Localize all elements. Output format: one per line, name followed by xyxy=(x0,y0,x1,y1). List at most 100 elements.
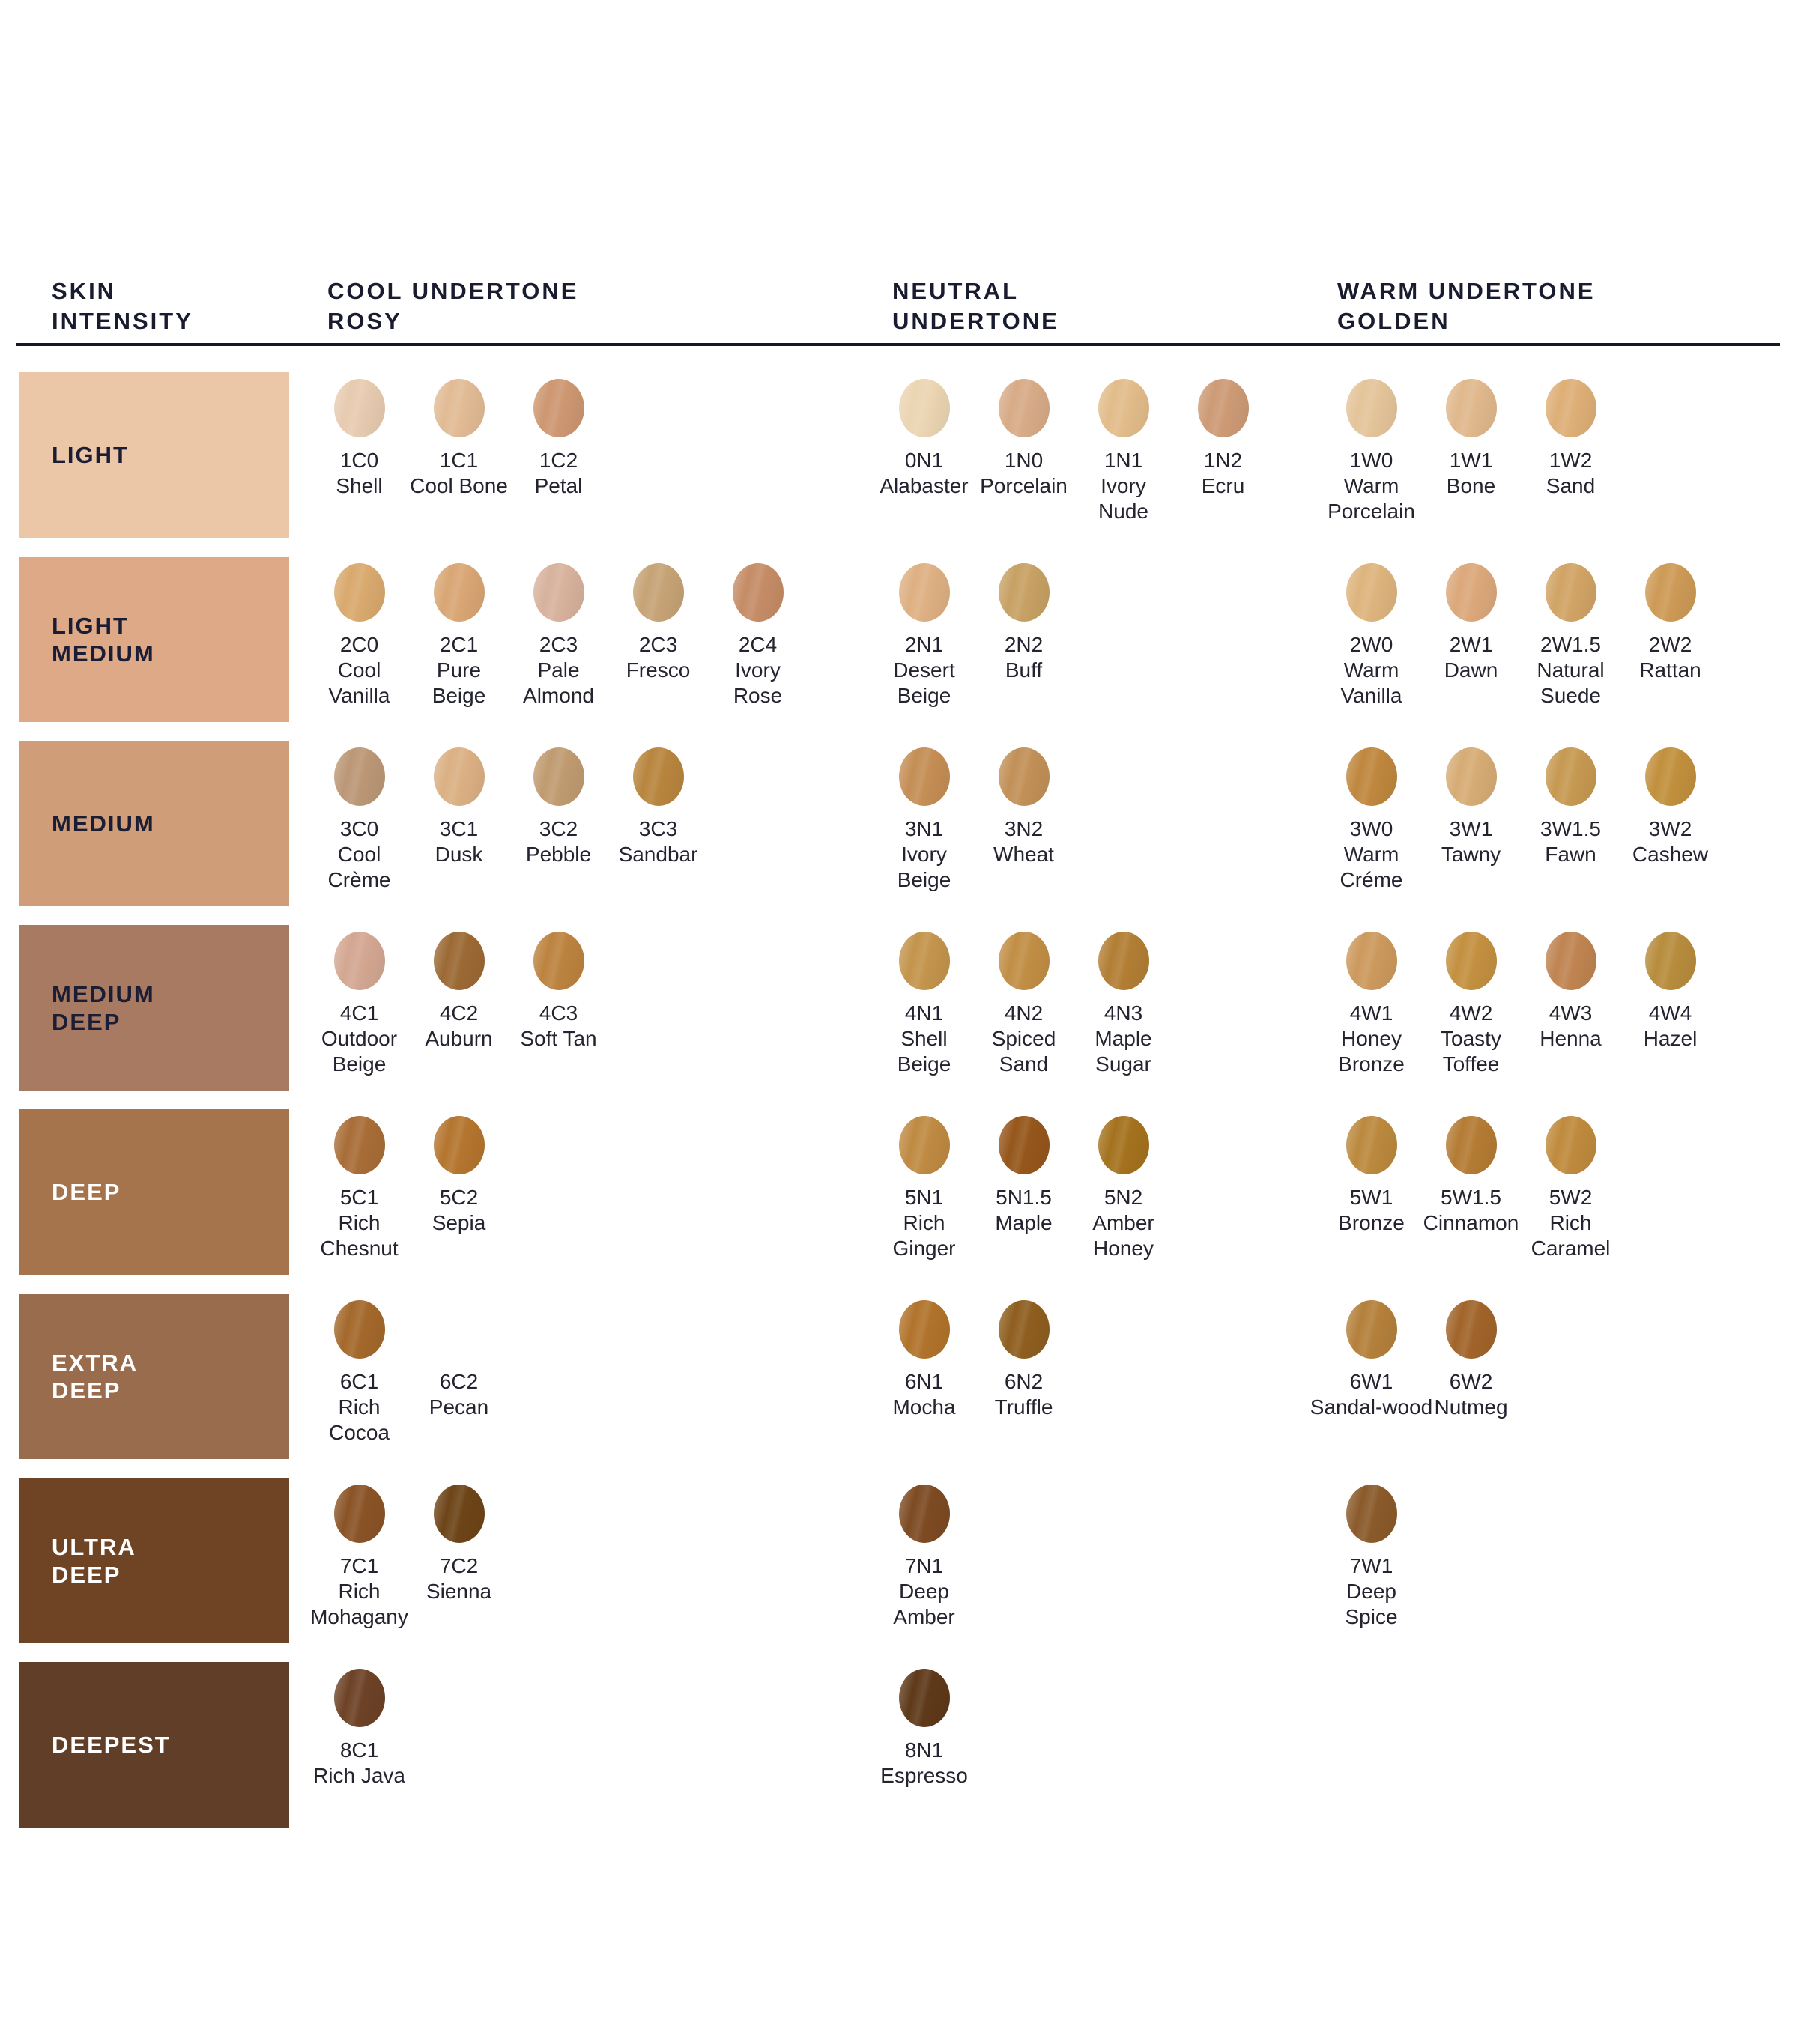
shade-slot: 1C2 Petal xyxy=(509,372,608,499)
shade-name: Ivory Beige xyxy=(897,843,951,891)
shade-slot: 4W4 Hazel xyxy=(1620,925,1720,1077)
shade-slot: 4W1 Honey Bronze xyxy=(1322,925,1421,1077)
shade-slot: 5N2 Amber Honey xyxy=(1074,1109,1173,1261)
warm-undertone-group: 7W1 Deep Spice xyxy=(1322,1478,1421,1630)
intensity-tile: ULTRA DEEP xyxy=(19,1478,289,1643)
shade-code: 1N2 xyxy=(1203,449,1243,472)
shade-code: 4N1 xyxy=(904,1001,944,1025)
shade-code: 7W1 xyxy=(1349,1554,1393,1577)
shade-slot: 2N2 Buff xyxy=(974,557,1074,709)
shade-name: Honey Bronze xyxy=(1338,1027,1405,1076)
shade-slot: 5W1 Bronze xyxy=(1322,1109,1421,1261)
shade-name: Rich Mohagany xyxy=(310,1580,408,1628)
shade-code: 5N1 xyxy=(904,1186,944,1209)
shade-name: Auburn xyxy=(425,1027,493,1050)
shade-code: 5C1 xyxy=(339,1186,379,1209)
shade-code: 1C0 xyxy=(339,449,379,472)
shade-name: Rich Ginger xyxy=(892,1211,956,1260)
neutral-undertone-group: 8N1 Espresso xyxy=(874,1662,974,1789)
shade-swatch xyxy=(898,1116,950,1174)
shade-name: Truffle xyxy=(994,1395,1053,1419)
shade-code: 7C1 xyxy=(339,1554,379,1577)
shade-code: 3W1.5 xyxy=(1540,817,1601,840)
shade-name: Soft Tan xyxy=(520,1027,597,1050)
shade-slot: 3W1.5 Fawn xyxy=(1521,741,1620,893)
shade-slot: 0N1 Alabaster xyxy=(874,372,974,524)
shade-name: Dawn xyxy=(1444,658,1498,682)
intensity-label: DEEPEST xyxy=(52,1732,171,1758)
intensity-tile: MEDIUM xyxy=(19,741,289,906)
shade-name: Cool Bone xyxy=(410,474,508,497)
intensity-tile: MEDIUM DEEP xyxy=(19,925,289,1091)
shade-name: Porcelain xyxy=(980,474,1068,497)
intensity-tile: DEEPEST xyxy=(19,1662,289,1828)
shade-name: Cool Crème xyxy=(327,843,391,891)
shade-code: 3W1 xyxy=(1449,817,1493,840)
shade-slot: 4C1 Outdoor Beige xyxy=(309,925,409,1077)
cool-undertone-group: 4C1 Outdoor Beige 4C2 Auburn 4C3 Soft Tan xyxy=(309,925,608,1077)
shade-slot: 2W1 Dawn xyxy=(1421,557,1521,709)
shade-slot: 3W2 Cashew xyxy=(1620,741,1720,893)
intensity-label: MEDIUM DEEP xyxy=(52,980,155,1035)
shade-name: Bone xyxy=(1446,474,1496,497)
shade-slot: 6N1 Mocha xyxy=(874,1294,974,1420)
shade-name: Cinnamon xyxy=(1423,1211,1519,1234)
shade-slot: 7N1 Deep Amber xyxy=(874,1478,974,1630)
shade-slot: 1N0 Porcelain xyxy=(974,372,1074,524)
shade-swatch xyxy=(1644,747,1696,806)
warm-undertone-group: 2W0 Warm Vanilla 2W1 Dawn 2W1.5 Natural Suede… xyxy=(1322,557,1720,709)
intensity-label: LIGHT MEDIUM xyxy=(52,612,155,667)
shade-swatch xyxy=(898,1485,950,1543)
shade-swatch xyxy=(333,932,385,990)
shade-name: Amber Honey xyxy=(1092,1211,1154,1260)
neutral-undertone-group: 7N1 Deep Amber xyxy=(874,1478,974,1630)
shade-slot: 3C2 Pebble xyxy=(509,741,608,893)
shade-slot: 4N3 Maple Sugar xyxy=(1074,925,1173,1077)
shade-name: Dusk xyxy=(435,843,483,866)
shade-swatch xyxy=(998,1116,1050,1174)
shade-code: 8N1 xyxy=(904,1738,944,1762)
shade-name: Rich Java xyxy=(313,1764,405,1787)
neutral-undertone-group: 0N1 Alabaster 1N0 Porcelain 1N1 Ivory Nude 1N2… xyxy=(874,372,1273,524)
shade-code: 4C2 xyxy=(439,1001,479,1025)
shade-slot: 4N2 Spiced Sand xyxy=(974,925,1074,1077)
cool-undertone-group: 3C0 Cool Crème 3C1 Dusk 3C2 Pebble 3C3 Sandbar xyxy=(309,741,708,893)
shade-name: Bronze xyxy=(1338,1211,1405,1234)
shade-code: 2C3 xyxy=(539,633,578,656)
shade-code: 1C1 xyxy=(439,449,479,472)
shade-swatch xyxy=(1445,379,1497,437)
shade-name: Sandbar xyxy=(618,843,698,866)
shade-code: 2W0 xyxy=(1349,633,1393,656)
intensity-label: LIGHT xyxy=(52,442,129,468)
shade-swatch xyxy=(732,563,784,622)
warm-undertone-heading: WARM UNDERTONE GOLDEN xyxy=(1337,278,1596,334)
shade-code: 6C2 xyxy=(439,1370,479,1393)
shade-code: 4W2 xyxy=(1449,1001,1493,1025)
shade-swatch xyxy=(898,747,950,806)
shade-name: Mocha xyxy=(892,1395,956,1419)
shade-slot: 6C2 Pecan xyxy=(409,1294,509,1446)
shade-slot: 2W2 Rattan xyxy=(1620,557,1720,709)
shade-swatch xyxy=(1346,379,1397,437)
shade-code: 7C2 xyxy=(439,1554,479,1577)
shade-slot: 8N1 Espresso xyxy=(874,1662,974,1789)
shade-slot: 6W2 Nutmeg xyxy=(1421,1294,1521,1420)
intensity-label: MEDIUM xyxy=(52,810,155,837)
shade-slot: 1N1 Ivory Nude xyxy=(1074,372,1173,524)
shade-swatch xyxy=(333,747,385,806)
shade-swatch xyxy=(1545,563,1596,622)
shade-swatch xyxy=(1346,932,1397,990)
shade-name: Pale Almond xyxy=(523,658,594,707)
shade-swatch xyxy=(333,1300,385,1359)
shade-code: 5W1.5 xyxy=(1441,1186,1501,1209)
shade-name: Sienna xyxy=(426,1580,492,1603)
shade-code: 6C1 xyxy=(339,1370,379,1393)
shade-code: 3N2 xyxy=(1004,817,1044,840)
shade-swatch xyxy=(1098,379,1149,437)
warm-undertone-group: 6W1 Sandal-⁠wood 6W2 Nutmeg xyxy=(1310,1294,1521,1420)
shade-swatch xyxy=(1197,379,1249,437)
shade-code: 6N2 xyxy=(1004,1370,1044,1393)
shade-code: 3W0 xyxy=(1349,817,1393,840)
shade-swatch xyxy=(1545,932,1596,990)
